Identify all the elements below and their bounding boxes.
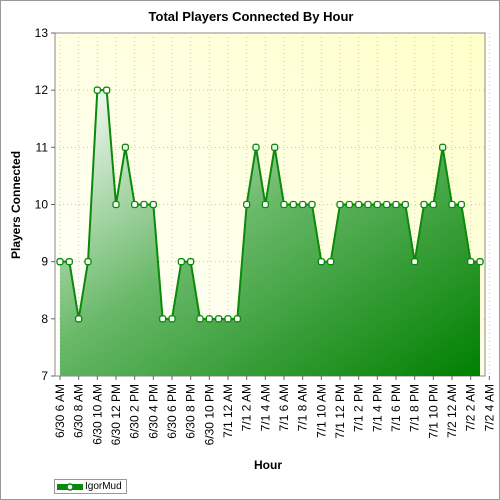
data-point — [467, 258, 475, 266]
data-point — [336, 200, 344, 209]
data-point — [252, 143, 260, 151]
data-point — [457, 200, 465, 209]
y-tick-label: 13 — [35, 26, 49, 40]
data-point — [140, 200, 148, 209]
x-tick-label: 7/1 2 PM — [352, 384, 366, 432]
data-point — [271, 143, 279, 151]
x-tick-label: 7/2 12 AM — [445, 384, 459, 438]
data-point — [103, 86, 111, 94]
legend: IgorMud — [54, 479, 127, 494]
y-tick-label: 12 — [35, 83, 49, 97]
y-tick-label: 7 — [41, 369, 48, 383]
data-point — [308, 200, 316, 209]
legend-swatch — [57, 482, 83, 491]
x-tick-label: 7/1 8 AM — [296, 384, 310, 431]
data-point — [345, 200, 353, 209]
y-axis-label: Players Connected — [9, 151, 23, 259]
data-point — [121, 143, 129, 151]
data-point — [299, 200, 307, 209]
data-point — [112, 200, 120, 209]
x-tick-label: 6/30 8 AM — [72, 384, 86, 438]
data-point — [327, 258, 335, 266]
x-axis-label: Hour — [254, 458, 282, 472]
data-point — [448, 200, 456, 209]
x-tick-label: 6/30 4 PM — [146, 384, 160, 439]
series-points — [56, 86, 484, 323]
legend-label: IgorMud — [85, 481, 122, 492]
data-point — [383, 200, 391, 209]
data-point — [392, 200, 400, 209]
x-tick-label: 6/30 2 PM — [128, 384, 142, 439]
data-point — [187, 258, 195, 266]
data-point — [420, 200, 428, 209]
y-tick-label: 10 — [35, 198, 49, 212]
y-axis-ticks: 7 8 9 10 11 12 13 — [35, 26, 55, 383]
x-tick-label: 6/30 12 PM — [109, 384, 123, 445]
data-point — [131, 200, 139, 209]
x-tick-label: 6/30 10 PM — [202, 384, 216, 445]
x-tick-label: 7/1 12 AM — [221, 384, 235, 438]
x-tick-label: 7/1 6 AM — [277, 384, 291, 431]
y-tick-label: 8 — [41, 312, 48, 326]
data-point — [149, 200, 157, 209]
data-point — [56, 258, 64, 266]
x-tick-label: 7/1 8 PM — [408, 384, 422, 432]
x-tick-label: 6/30 8 PM — [184, 384, 198, 439]
x-tick-label: 6/30 6 PM — [165, 384, 179, 439]
data-point — [168, 315, 176, 323]
x-tick-label: 7/1 12 PM — [333, 384, 347, 439]
y-tick-label: 9 — [41, 255, 48, 269]
data-point — [243, 200, 251, 209]
data-point — [224, 315, 232, 323]
data-point — [439, 143, 447, 151]
x-tick-label: 7/2 4 AM — [482, 384, 496, 431]
data-point — [317, 258, 325, 266]
data-point — [75, 315, 83, 323]
x-tick-label: 7/2 2 AM — [464, 384, 478, 431]
data-point — [429, 200, 437, 209]
series-area — [60, 90, 480, 377]
data-point — [196, 315, 204, 323]
data-point — [205, 315, 213, 323]
x-tick-label: 7/1 10 AM — [314, 384, 328, 438]
data-point — [411, 258, 419, 266]
data-point — [261, 200, 269, 209]
y-tick-label: 11 — [36, 140, 49, 154]
data-point — [215, 315, 223, 323]
x-tick-label: 7/1 10 PM — [426, 384, 440, 439]
data-point — [84, 258, 92, 266]
x-tick-label: 7/1 6 PM — [389, 384, 403, 432]
data-point — [289, 200, 297, 209]
data-point — [177, 258, 185, 266]
x-tick-label: 6/30 10 AM — [90, 384, 104, 445]
data-point — [355, 200, 363, 209]
chart-title: Total Players Connected By Hour — [149, 9, 354, 24]
data-point — [476, 258, 484, 266]
data-point — [93, 86, 101, 94]
series-line — [60, 89, 480, 320]
data-point — [401, 200, 409, 209]
x-tick-label: 7/1 4 PM — [370, 384, 384, 432]
x-axis-ticks: 6/30 6 AM 6/30 8 AM 6/30 10 AM 6/30 12 PM 6/… — [53, 376, 496, 445]
data-point — [364, 200, 372, 209]
data-point — [159, 315, 167, 323]
data-point — [65, 258, 73, 266]
x-tick-label: 6/30 6 AM — [53, 384, 67, 438]
x-tick-label: 7/1 2 AM — [240, 384, 254, 431]
data-point — [280, 200, 288, 209]
data-point — [233, 315, 241, 323]
x-tick-label: 7/1 4 AM — [258, 384, 272, 431]
data-point — [373, 200, 381, 209]
